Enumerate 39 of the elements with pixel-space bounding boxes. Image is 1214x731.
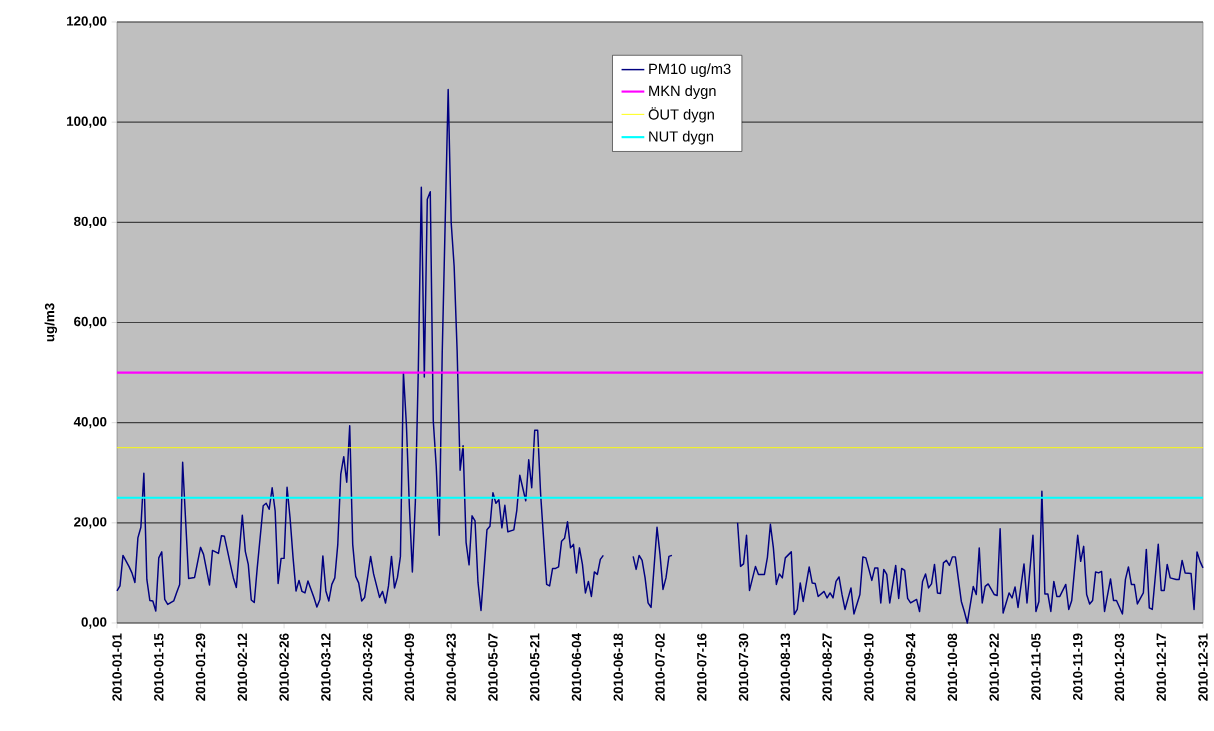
legend-label: ÖUT dygn bbox=[648, 107, 714, 123]
y-tick-label: 100,00 bbox=[67, 116, 107, 128]
x-tick-label: 2010-05-07 bbox=[488, 633, 498, 701]
x-tick-label: 2010-07-16 bbox=[697, 633, 707, 701]
y-tick-label: 80,00 bbox=[74, 216, 107, 229]
y-axis-title: ug/m3 bbox=[44, 303, 58, 342]
legend-label: MKN dygn bbox=[649, 85, 716, 99]
legend-label: PM10 ug/m3 bbox=[649, 63, 731, 77]
x-tick-label: 2010-03-12 bbox=[321, 633, 331, 701]
x-tick-label: 2010-07-30 bbox=[738, 633, 749, 701]
x-tick-label: 2010-10-22 bbox=[989, 633, 999, 701]
x-tick-label: 2010-08-13 bbox=[780, 633, 791, 701]
y-tick-label: 0,00 bbox=[81, 617, 107, 629]
x-tick-label: 2010-09-24 bbox=[905, 633, 916, 701]
x-tick-label: 2010-12-03 bbox=[1114, 633, 1125, 701]
y-tick-label: 60,00 bbox=[74, 316, 107, 329]
x-tick-label: 2010-02-26 bbox=[279, 633, 289, 701]
x-tick-label: 2010-04-23 bbox=[446, 633, 456, 701]
x-tick-label: 2010-10-08 bbox=[947, 633, 958, 701]
x-tick-label: 2010-08-27 bbox=[822, 633, 832, 701]
y-tick-label: 20,00 bbox=[74, 517, 107, 529]
x-tick-label: 2010-11-19 bbox=[1072, 633, 1083, 701]
x-tick-label: 2010-07-02 bbox=[655, 633, 665, 701]
legend-label: NUT dygn bbox=[649, 130, 714, 145]
x-tick-label: 2010-11-05 bbox=[1031, 633, 1041, 701]
y-tick-label: 120,00 bbox=[67, 16, 107, 28]
x-tick-label: 2010-04-09 bbox=[404, 633, 415, 701]
x-tick-label: 2010-05-21 bbox=[529, 633, 540, 701]
x-tick-label: 2010-03-26 bbox=[362, 633, 373, 701]
y-tick-label: 40,00 bbox=[73, 416, 107, 429]
x-tick-label: 2010-06-18 bbox=[613, 633, 623, 701]
x-tick-label: 2010-12-31 bbox=[1198, 633, 1208, 701]
x-tick-label: 2010-09-10 bbox=[864, 633, 874, 701]
x-tick-label: 2010-01-15 bbox=[154, 633, 164, 701]
x-tick-label: 2010-12-17 bbox=[1156, 633, 1166, 701]
x-tick-label: 2010-06-04 bbox=[571, 633, 582, 701]
x-tick-label: 2010-01-01 bbox=[112, 633, 122, 701]
x-tick-label: 2010-01-29 bbox=[195, 633, 206, 701]
x-tick-label: 2010-02-12 bbox=[237, 633, 248, 701]
